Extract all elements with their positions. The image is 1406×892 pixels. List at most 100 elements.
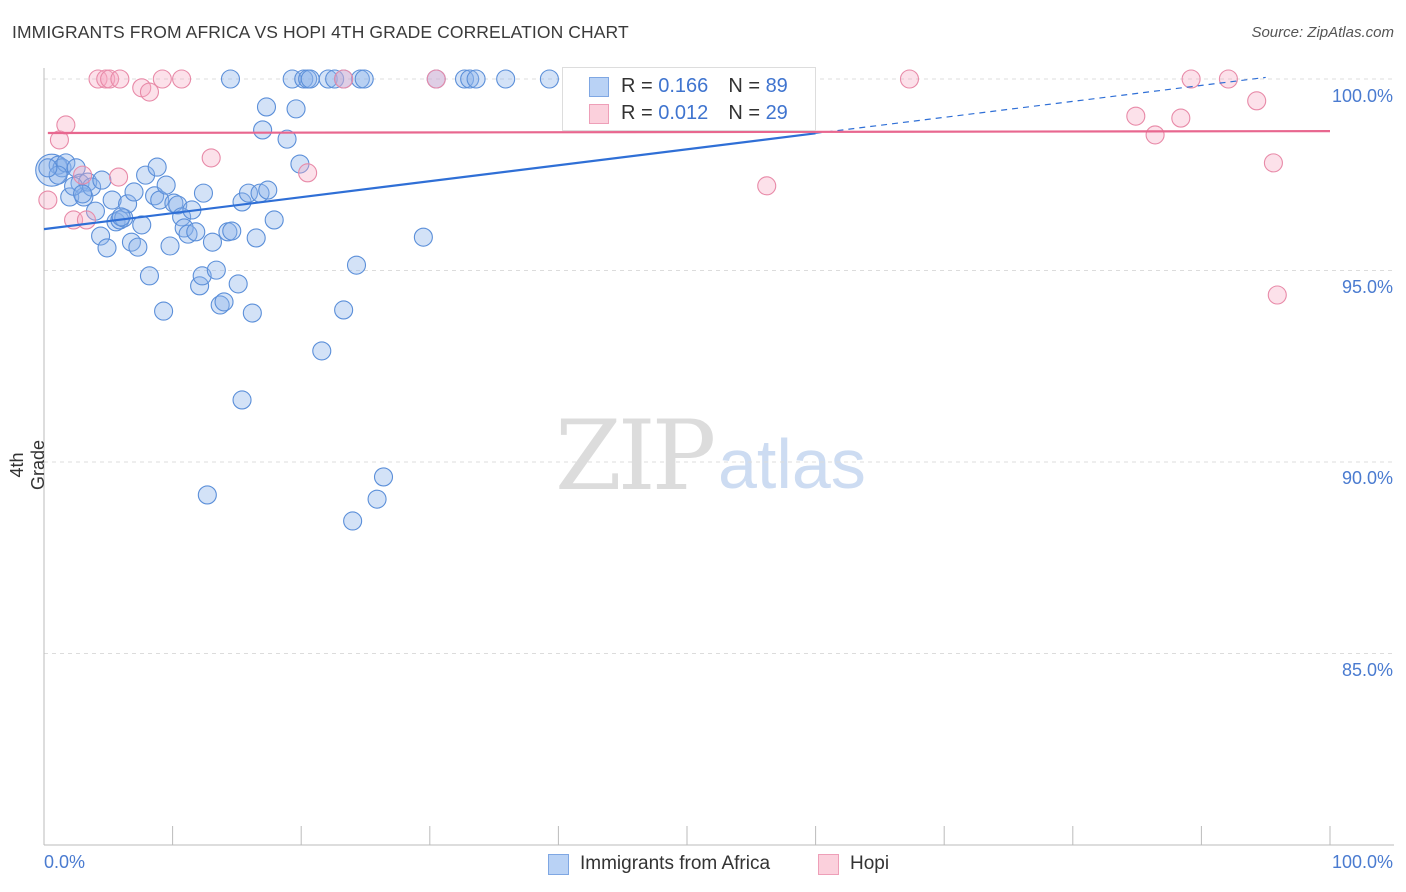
africa-point <box>38 158 58 178</box>
africa-point <box>154 301 174 321</box>
africa-point <box>300 69 320 89</box>
africa-point <box>256 97 277 117</box>
africa-point <box>121 232 141 252</box>
africa-point <box>277 129 297 149</box>
chart-title: IMMIGRANTS FROM AFRICA VS HOPI 4TH GRADE… <box>12 22 629 42</box>
africa-point <box>367 489 387 509</box>
africa-point <box>97 238 117 258</box>
hopi-point <box>201 148 221 168</box>
africa-point <box>413 227 433 247</box>
africa-point <box>334 300 354 320</box>
africa-point <box>178 224 198 244</box>
r-label: R = <box>621 75 653 97</box>
africa-point <box>192 266 212 286</box>
africa-point <box>91 226 111 246</box>
hopi-point <box>1181 69 1201 89</box>
legend-row-africa: R = 0.166 N = 89 <box>589 75 788 98</box>
y-tick-label: 95.0% <box>1341 277 1393 297</box>
africa-trend-extension <box>815 76 1266 134</box>
africa-point <box>186 222 206 242</box>
hopi-point <box>1126 106 1146 126</box>
africa-point <box>354 69 374 89</box>
hopi-point <box>757 176 777 196</box>
africa-point <box>156 175 176 195</box>
africa-point <box>124 182 144 202</box>
africa-point <box>232 390 252 410</box>
africa-point <box>136 165 156 185</box>
watermark-atlas: atlas <box>718 425 866 503</box>
africa-point <box>343 511 363 531</box>
pink-swatch-icon <box>589 103 609 124</box>
africa-point <box>214 292 234 312</box>
africa-point <box>246 228 266 248</box>
africa-point <box>73 184 93 204</box>
africa-point <box>466 69 486 89</box>
africa-point <box>228 274 248 294</box>
y-tick-label: 85.0% <box>1341 660 1393 680</box>
africa-point <box>202 232 223 252</box>
y-axis-label: 4th Grade <box>7 439 48 491</box>
hopi-point <box>298 163 318 183</box>
hopi-trend-line <box>47 129 1331 135</box>
y-tick-label: 90.0% <box>1341 468 1393 488</box>
legend-label: Hopi <box>850 853 890 874</box>
africa-point <box>496 69 516 89</box>
n-value: 29 <box>765 102 788 124</box>
n-label: N = <box>728 75 760 97</box>
hopi-point <box>1218 69 1238 89</box>
africa-point <box>220 69 241 89</box>
hopi-point <box>1267 285 1287 305</box>
hopi-point <box>426 69 446 89</box>
y-tick-label: 100.0% <box>1331 86 1393 106</box>
africa-point <box>242 303 262 323</box>
r-value: 0.012 <box>658 102 709 124</box>
hopi-point <box>334 69 354 89</box>
source-label: Source: ZipAtlas.com <box>1251 24 1394 41</box>
legend-item-hopi[interactable]: Hopi <box>818 853 889 875</box>
africa-point <box>111 207 131 227</box>
hopi-point <box>172 69 192 89</box>
africa-point <box>253 120 273 140</box>
hopi-point <box>899 69 920 89</box>
africa-point <box>193 183 214 203</box>
hopi-point <box>139 82 160 102</box>
africa-point <box>258 180 278 200</box>
africa-point <box>102 190 122 210</box>
blue-swatch-icon <box>589 76 609 97</box>
africa-point <box>264 210 284 230</box>
hopi-point <box>88 69 108 89</box>
hopi-point <box>1247 91 1267 111</box>
hopi-point <box>1171 108 1191 128</box>
africa-point <box>454 69 475 89</box>
hopi-point <box>1263 153 1283 173</box>
hopi-point <box>100 69 120 89</box>
n-value: 89 <box>765 75 788 97</box>
africa-point <box>460 69 480 89</box>
hopi-point <box>73 165 93 185</box>
pink-swatch-icon <box>818 853 839 875</box>
africa-point <box>147 157 167 177</box>
r-value: 0.166 <box>658 75 709 97</box>
africa-point <box>128 237 148 257</box>
africa-point <box>238 183 259 203</box>
africa-point <box>168 195 188 215</box>
africa-point <box>206 260 226 280</box>
watermark-zip: ZIP <box>555 400 716 512</box>
hopi-point <box>76 210 96 230</box>
africa-point <box>373 467 394 487</box>
africa-trend-line <box>43 132 816 231</box>
africa-point <box>222 221 242 241</box>
hopi-point <box>152 69 172 89</box>
x-tick-label: 100.0% <box>1331 852 1393 872</box>
legend-label: Immigrants from Africa <box>580 853 771 874</box>
blue-swatch-icon <box>548 853 569 875</box>
n-label: N = <box>728 102 760 124</box>
hopi-point <box>109 167 129 187</box>
africa-point <box>312 341 332 361</box>
hopi-point <box>1145 125 1165 145</box>
legend-item-africa[interactable]: Immigrants from Africa <box>548 853 770 875</box>
africa-point <box>56 153 76 173</box>
r-label: R = <box>621 102 653 124</box>
